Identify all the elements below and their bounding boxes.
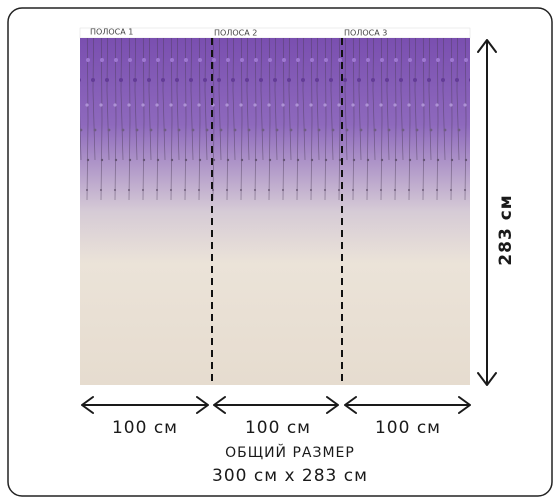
- strip-label: ПОЛОСА 3: [344, 29, 387, 38]
- strip-label: ПОЛОСА 1: [90, 28, 133, 37]
- total-size: 300 см x 283 см: [212, 466, 368, 486]
- strip-label: ПОЛОСА 2: [214, 29, 257, 38]
- wisteria: [80, 38, 470, 338]
- width-label: 100 см: [375, 418, 441, 438]
- frame: [7, 7, 553, 497]
- width-label: 100 см: [245, 418, 311, 438]
- height-label: 283 см: [496, 194, 516, 265]
- width-arrows: [81, 396, 471, 414]
- total-title: ОБЩИЙ РАЗМЕР: [225, 443, 355, 461]
- width-label: 100 см: [112, 418, 178, 438]
- strip-header: [79, 27, 471, 39]
- height-arrow: [477, 39, 497, 386]
